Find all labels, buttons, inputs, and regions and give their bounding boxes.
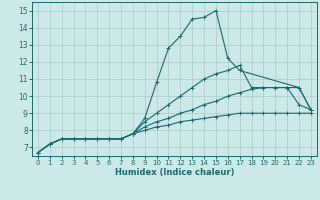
X-axis label: Humidex (Indice chaleur): Humidex (Indice chaleur) [115, 168, 234, 177]
